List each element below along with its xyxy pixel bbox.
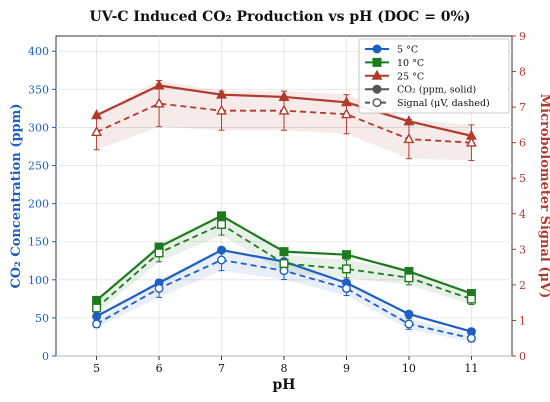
data-point-25C-right [216,104,228,115]
y-right-tick-label: 3 [519,243,526,256]
y-left-tick-label: 150 [28,236,49,249]
y-left-tick-label: 400 [28,45,49,58]
chart-title: UV-C Induced CO₂ Production vs pH (DOC =… [90,9,471,25]
y-left-tick-label: 0 [42,350,49,363]
y-right-tick-label: 0 [519,350,526,363]
x-tick-label: 7 [218,362,225,375]
data-point-10C-right [466,294,476,304]
y-right-tick-label: 1 [519,314,526,327]
y-axis-left-label: CO₂ Concentration (ppm) [9,103,24,288]
data-point-5C-left [404,309,414,319]
legend-entry-label: 10 °C [397,58,424,69]
data-point-10C-right [341,264,351,274]
data-point-25C-right [340,108,352,119]
legend-entry-label: 5 °C [397,45,418,56]
y-left-tick-label: 250 [28,160,49,173]
x-axis-ticks: 5 6 7 8 9 10 11 [93,356,478,375]
data-point-5C-right [154,283,164,293]
legend-marker [372,57,382,67]
y-right-tick-label: 4 [519,208,526,221]
data-point-25C-right [278,104,290,115]
data-point-5C-right [92,319,102,329]
x-axis-label: pH [272,377,295,393]
y-axis-left-ticks: 0 50 100 150 200 250 300 350 400 [28,45,56,363]
legend-entry-label: Signal (μV, dashed) [397,98,490,109]
error-band-5C [96,249,472,342]
data-point-25C-left [403,115,415,126]
data-point-5C-left [217,245,227,255]
data-point-5C-right [466,333,476,343]
series-markers [91,79,477,343]
legend-entry-label: 25 °C [397,71,424,82]
x-tick-label: 5 [93,362,100,375]
y-left-tick-label: 350 [28,83,49,96]
legend-marker [372,84,382,94]
data-point-10C-right [404,273,414,283]
x-tick-label: 6 [156,362,163,375]
y-left-tick-label: 300 [28,121,49,134]
data-point-25C-right [465,136,477,147]
y-left-tick-label: 100 [28,274,49,287]
x-tick-label: 8 [281,362,288,375]
data-point-25C-left [153,79,165,90]
y-right-tick-label: 2 [519,279,526,292]
data-point-10C-left [92,295,102,305]
y-right-tick-label: 5 [519,172,526,185]
data-point-25C-left [216,88,228,99]
legend-box [358,38,510,114]
data-point-25C-right [153,97,165,108]
legend-marker [371,69,383,80]
legend-marker [372,44,382,54]
y-right-tick-label: 6 [519,137,526,150]
data-point-10C-left [279,247,289,257]
y-axis-right-ticks: 0 1 2 3 4 5 6 7 8 9 [512,30,526,363]
y-axis-right-label: Microbolometer Signal (μV) [537,94,550,298]
legend-entry-label: CO₂ (ppm, solid) [397,85,476,96]
legend-marker [372,98,382,108]
data-point-10C-right [154,248,164,258]
x-tick-label: 11 [464,362,478,375]
x-tick-label: 9 [343,362,350,375]
y-left-tick-label: 200 [28,198,49,211]
data-point-10C-right [279,259,289,269]
data-point-25C-left [278,90,290,101]
y-left-tick-label: 50 [35,312,49,325]
y-right-tick-label: 9 [519,30,526,43]
data-point-10C-left [217,211,227,221]
data-point-25C-left [91,109,103,120]
data-point-10C-left [341,250,351,260]
data-point-25C-right [403,133,415,144]
data-point-5C-right [341,283,351,293]
y-right-tick-label: 8 [519,66,526,79]
data-point-25C-right [91,125,103,137]
data-point-5C-left [92,311,102,321]
data-point-5C-right [217,255,227,265]
data-point-25C-left [340,96,352,107]
data-point-10C-right [92,303,102,313]
x-tick-label: 10 [402,362,416,375]
legend: 5 °C 10 °C 25 °C CO₂ (ppm, solid) Signal (μV… [358,38,510,114]
y-right-tick-label: 7 [519,101,526,114]
data-point-5C-right [404,319,414,329]
data-point-10C-right [217,219,227,229]
